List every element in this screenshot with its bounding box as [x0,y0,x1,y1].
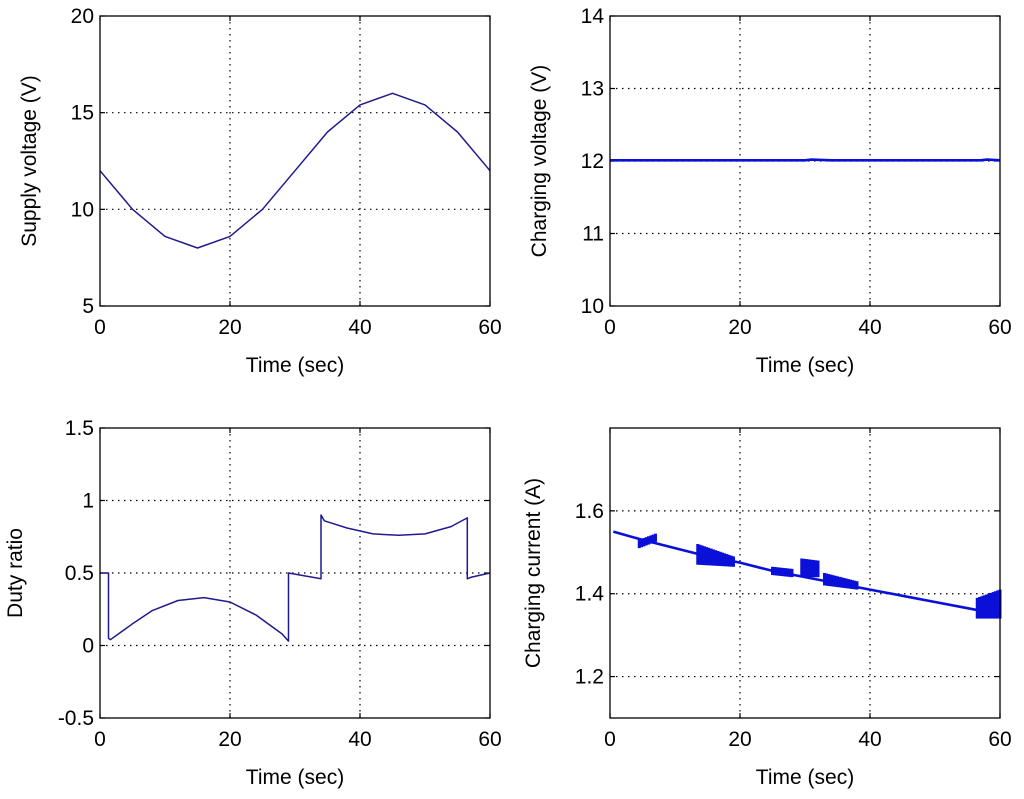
x-tick-label: 60 [988,728,1011,751]
x-axis-label: Time (sec) [756,766,854,789]
x-tick-label: 40 [858,316,881,339]
subplot-2: 0 20 40 60 10 11 12 13 14 Time (sec) Charging volt… [528,5,1012,377]
series-line [99,92,491,249]
y-tick-label: 10 [71,198,94,221]
x-tick-label: 40 [348,728,371,751]
y-tick-label: 5 [82,295,94,318]
x-axis-label: Time (sec) [246,354,344,377]
x-axis-label: Time (sec) [246,766,344,789]
y-tick-label: 1 [82,490,94,513]
y-tick-label: 11 [582,223,604,246]
x-tick-label: 20 [728,728,751,751]
series-line [610,158,1001,162]
x-tick-label: 20 [218,728,241,751]
plot-frame [609,15,1001,307]
series-line [612,530,1001,616]
x-tick-label: 60 [478,316,501,339]
y-tick-label: 0 [82,635,94,658]
y-axis-label: Charging current (A) [522,478,545,668]
y-tick-label: 12 [581,150,604,173]
y-tick-label: 15 [71,102,94,125]
x-tick-label: 20 [218,316,241,339]
x-tick-label: 0 [94,316,106,339]
x-tick-label: 40 [348,316,371,339]
y-tick-label: 10 [581,295,604,318]
y-tick-label: 13 [581,78,604,101]
y-tick-label: 1.5 [65,417,94,440]
y-axis-label: Supply voltage (V) [18,75,41,247]
series-line [100,514,491,642]
y-tick-label: 14 [581,5,605,28]
y-axis-label: Duty ratio [4,528,27,618]
x-tick-label: 60 [988,316,1011,339]
x-tick-label: 40 [858,728,881,751]
y-tick-label: -0.5 [58,707,94,730]
x-tick-label: 0 [604,728,616,751]
y-tick-label: 1.2 [575,666,604,689]
subplot-4: 0 20 40 60 1.2 1.4 1.6 Time (sec) Charging curre… [522,427,1012,789]
y-tick-label: 1.6 [575,500,604,523]
y-tick-label: 0.5 [65,562,94,585]
x-tick-label: 0 [604,316,616,339]
plot-frame [99,427,491,719]
x-axis-label: Time (sec) [756,354,854,377]
plot-frame [609,427,1001,719]
x-tick-label: 60 [478,728,501,751]
y-tick-label: 20 [71,5,94,28]
x-tick-label: 0 [94,728,106,751]
x-tick-label: 20 [728,316,751,339]
plot-frame [99,15,491,307]
y-axis-label: Charging voltage (V) [528,65,551,258]
y-tick-label: 1.4 [575,583,605,606]
